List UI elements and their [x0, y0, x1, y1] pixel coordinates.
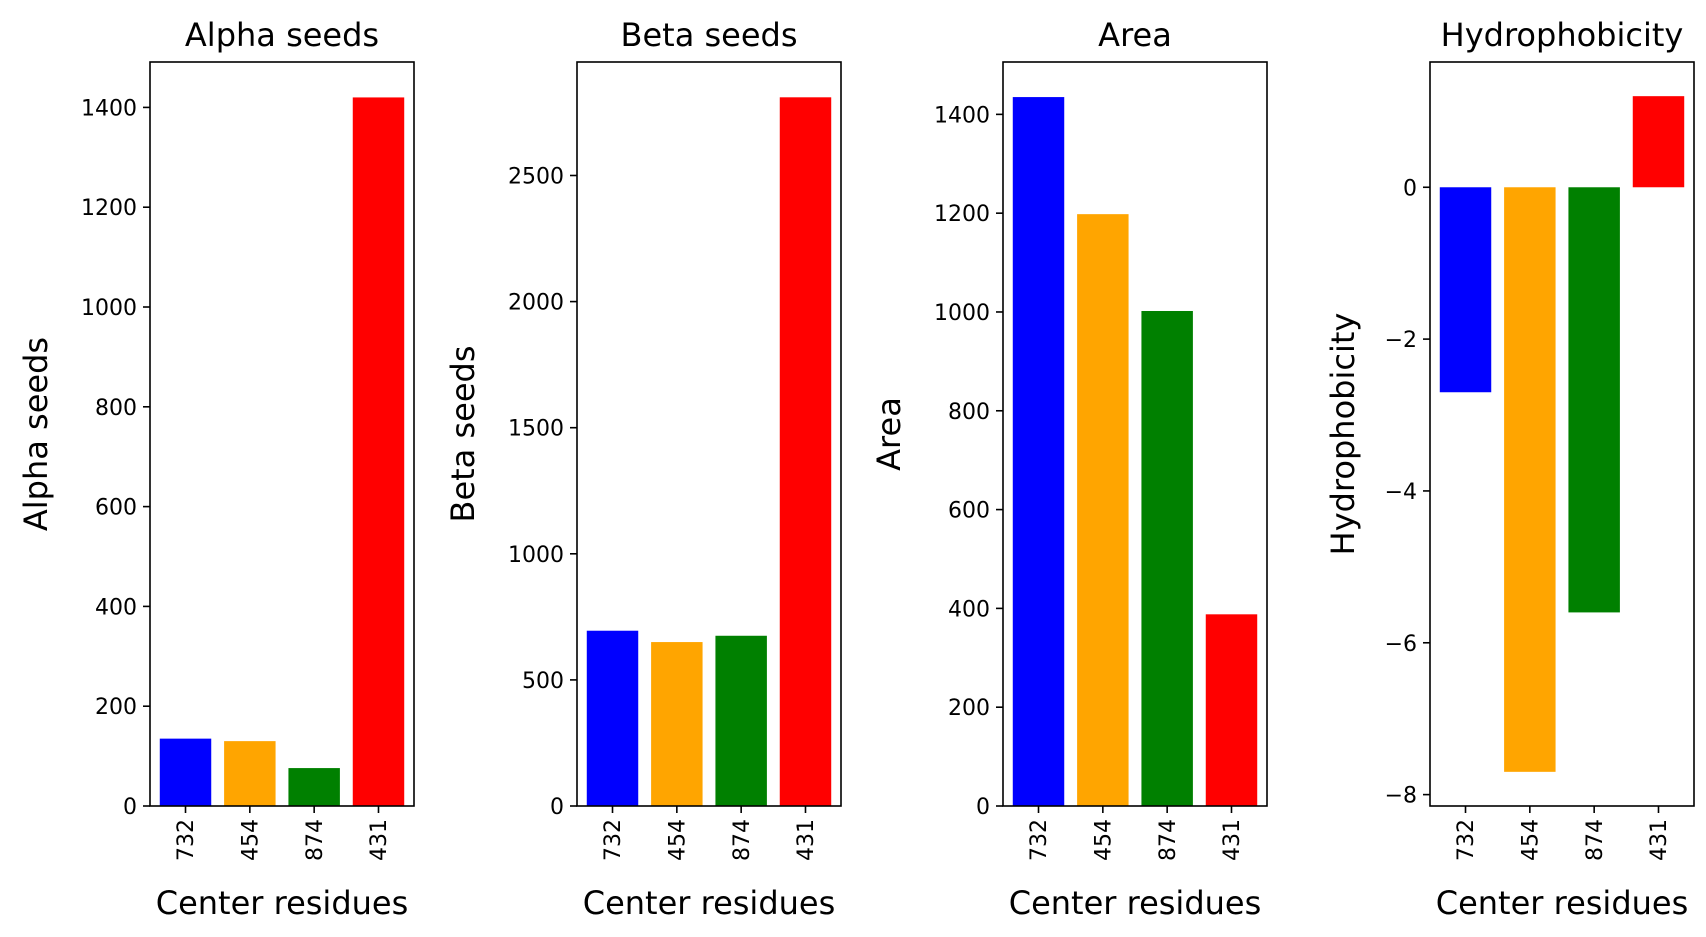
axes-frame	[1002, 61, 1268, 807]
y-tick-label: 200	[948, 696, 990, 721]
y-tick-label: −2	[1385, 328, 1417, 353]
x-tick-label: 431	[794, 819, 819, 861]
y-tick-label: 0	[550, 795, 564, 820]
y-tick-label: 0	[123, 795, 137, 820]
x-tick-label: 732	[174, 819, 199, 861]
chart-title: Hydrophobicity	[1441, 16, 1684, 54]
x-tick-label: 874	[730, 819, 755, 861]
bar-454	[1504, 187, 1556, 772]
y-tick-label: 1200	[81, 196, 137, 221]
y-tick-label: 1400	[81, 96, 137, 121]
bar-431	[1205, 614, 1258, 806]
y-tick-label: −8	[1385, 784, 1417, 809]
y-axis-label: Area	[870, 397, 908, 471]
x-axis-label: Center residues	[583, 884, 836, 922]
y-tick-label: 200	[95, 695, 137, 720]
x-tick-label: 431	[367, 819, 392, 861]
bar-874	[1568, 187, 1620, 613]
y-tick-label: 600	[95, 496, 137, 521]
chart-title: Area	[1098, 16, 1172, 54]
y-tick-label: 600	[948, 499, 990, 524]
y-tick-label: 1000	[934, 301, 990, 326]
y-tick-label: 1000	[81, 296, 137, 321]
chart-panel-4: −8 −6 −4 −2 0 732 454 874 431 Hydrophobicity Cente…	[1324, 16, 1695, 922]
y-tick-label: 800	[95, 396, 137, 421]
y-axis-label: Alpha seeds	[17, 337, 55, 531]
x-tick-label: 431	[1220, 819, 1245, 861]
y-tick-label: 0	[1403, 176, 1417, 201]
x-tick-label: 874	[1583, 819, 1608, 861]
y-tick-label: 2500	[508, 164, 564, 189]
x-tick-label: 454	[239, 819, 264, 861]
y-tick-label: 500	[522, 669, 564, 694]
axes-frame	[149, 61, 415, 807]
y-tick-label: −4	[1385, 480, 1417, 505]
y-tick-label: 1200	[934, 202, 990, 227]
bar-454	[1077, 214, 1129, 806]
bar-874	[1141, 310, 1193, 806]
chart-title: Beta seeds	[621, 16, 798, 54]
y-tick-label: 400	[95, 595, 137, 620]
y-tick-label: 2000	[508, 291, 564, 316]
axes-frame	[1429, 61, 1695, 807]
x-tick-label: 732	[1027, 819, 1052, 861]
bar-431	[779, 97, 832, 806]
chart-panel-2: 0 500 1000 1500 2000 2500 732 454 874 431 Beta see…	[444, 16, 842, 922]
y-axis-label: Hydrophobicity	[1324, 313, 1362, 556]
chart-panel-1: 0 200 400 600 800 1000 1200 1400 732 454 874 431 Alp…	[17, 16, 415, 922]
y-tick-label: 1400	[934, 103, 990, 128]
bar-431	[1632, 96, 1685, 188]
x-axis-label: Center residues	[1009, 884, 1262, 922]
y-axis-label: Beta seeds	[444, 346, 482, 523]
axes-frame	[576, 61, 842, 807]
y-tick-label: 1500	[508, 417, 564, 442]
x-tick-label: 454	[666, 819, 691, 861]
y-tick-label: 800	[948, 400, 990, 425]
x-tick-label: 732	[601, 819, 626, 861]
y-tick-label: −6	[1385, 632, 1417, 657]
x-tick-label: 732	[1454, 819, 1479, 861]
bar-874	[288, 768, 340, 806]
x-tick-label: 874	[303, 819, 328, 861]
bar-454	[651, 642, 703, 806]
y-tick-label: 0	[976, 795, 990, 820]
x-tick-label: 874	[1156, 819, 1181, 861]
x-tick-label: 454	[1519, 819, 1544, 861]
bar-732	[1439, 187, 1492, 393]
bar-874	[715, 635, 767, 806]
x-axis-label: Center residues	[1436, 884, 1689, 922]
y-tick-label: 1000	[508, 543, 564, 568]
bar-431	[352, 97, 405, 806]
y-tick-label: 400	[948, 597, 990, 622]
chart-title: Alpha seeds	[185, 16, 379, 54]
chart-panel-3: 0 200 400 600 800 1000 1200 1400 732 454 874 431 Are…	[870, 16, 1268, 922]
bar-454	[224, 741, 276, 806]
x-axis-label: Center residues	[156, 884, 409, 922]
x-tick-label: 431	[1647, 819, 1672, 861]
bar-732	[1012, 97, 1065, 807]
bar-732	[586, 630, 639, 806]
x-tick-label: 454	[1092, 819, 1117, 861]
bar-732	[159, 738, 212, 806]
